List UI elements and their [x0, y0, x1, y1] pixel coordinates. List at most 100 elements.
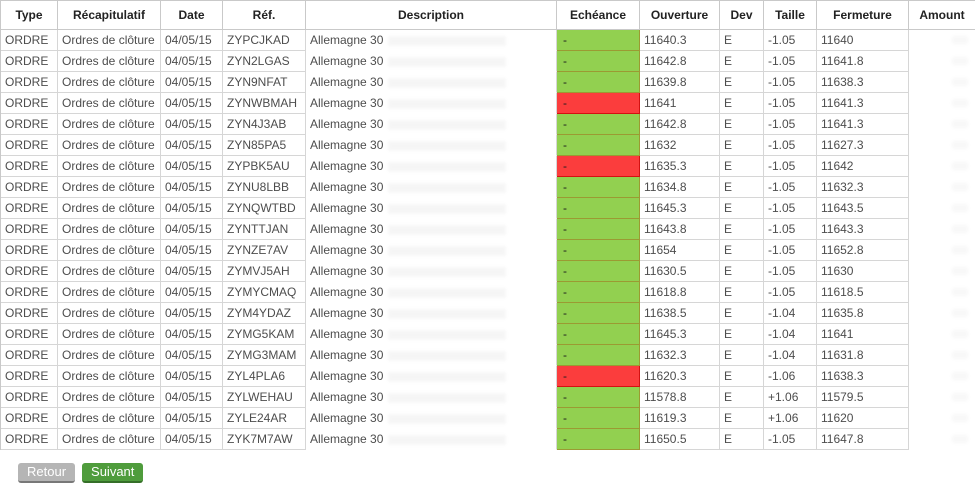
cell-description: Allemagne 30 — [306, 345, 557, 366]
table-row: ORDRE Ordres de clôture 04/05/15 ZYN2LGAS Al… — [1, 51, 975, 72]
cell-amount — [909, 366, 975, 387]
cell-date: 04/05/15 — [161, 93, 223, 114]
cell-description: Allemagne 30 — [306, 366, 557, 387]
redacted-blur — [388, 392, 507, 403]
redacted-blur — [388, 77, 507, 88]
pagination: Retour Suivant — [18, 463, 975, 483]
redacted-blur — [952, 372, 968, 380]
cell-date: 04/05/15 — [161, 387, 223, 408]
cell-ouverture: 11632.3 — [640, 345, 720, 366]
table-row: ORDRE Ordres de clôture 04/05/15 ZYMYCMAQ Al… — [1, 282, 975, 303]
cell-fermeture: 11638.3 — [817, 366, 909, 387]
cell-taille: -1.05 — [764, 240, 817, 261]
table-row: ORDRE Ordres de clôture 04/05/15 ZYMG5KAM Al… — [1, 324, 975, 345]
cell-dev: E — [720, 93, 764, 114]
cell-amount — [909, 198, 975, 219]
cell-recapitulatif: Ordres de clôture — [58, 345, 161, 366]
cell-recapitulatif: Ordres de clôture — [58, 72, 161, 93]
back-button[interactable]: Retour — [18, 463, 76, 483]
cell-type: ORDRE — [1, 198, 58, 219]
cell-ref: ZYNZE7AV — [223, 240, 306, 261]
cell-description: Allemagne 30 — [306, 51, 557, 72]
redacted-blur — [952, 225, 968, 233]
cell-amount — [909, 114, 975, 135]
cell-type: ORDRE — [1, 114, 58, 135]
cell-ouverture: 11619.3 — [640, 408, 720, 429]
redacted-blur — [388, 161, 507, 172]
redacted-blur — [388, 119, 507, 130]
cell-taille: -1.05 — [764, 198, 817, 219]
cell-dev: E — [720, 303, 764, 324]
cell-description: Allemagne 30 — [306, 387, 557, 408]
echeance-status-cell: - — [557, 51, 640, 72]
cell-recapitulatif: Ordres de clôture — [58, 324, 161, 345]
cell-fermeture: 11618.5 — [817, 282, 909, 303]
cell-dev: E — [720, 72, 764, 93]
table-row: ORDRE Ordres de clôture 04/05/15 ZYL4PLA6 Al… — [1, 366, 975, 387]
cell-amount — [909, 429, 975, 450]
cell-dev: E — [720, 51, 764, 72]
cell-date: 04/05/15 — [161, 408, 223, 429]
cell-ouverture: 11650.5 — [640, 429, 720, 450]
table-row: ORDRE Ordres de clôture 04/05/15 ZYN9NFAT Al… — [1, 72, 975, 93]
table-row: ORDRE Ordres de clôture 04/05/15 ZYN85PA5 Al… — [1, 135, 975, 156]
description-text: Allemagne 30 — [310, 117, 384, 131]
cell-amount — [909, 261, 975, 282]
echeance-status-cell: - — [557, 282, 640, 303]
cell-type: ORDRE — [1, 345, 58, 366]
table-row: ORDRE Ordres de clôture 04/05/15 ZYNU8LBB Al… — [1, 177, 975, 198]
cell-ref: ZYPBK5AU — [223, 156, 306, 177]
cell-fermeture: 11631.8 — [817, 345, 909, 366]
cell-description: Allemagne 30 — [306, 177, 557, 198]
cell-ouverture: 11578.8 — [640, 387, 720, 408]
cell-ref: ZYPCJKAD — [223, 30, 306, 51]
cell-fermeture: 11642 — [817, 156, 909, 177]
cell-recapitulatif: Ordres de clôture — [58, 198, 161, 219]
cell-ouverture: 11639.8 — [640, 72, 720, 93]
cell-dev: E — [720, 282, 764, 303]
orders-table: Type Récapitulatif Date Réf. Description Eché… — [0, 0, 975, 450]
cell-dev: E — [720, 408, 764, 429]
description-text: Allemagne 30 — [310, 390, 384, 404]
redacted-blur — [388, 266, 507, 277]
echeance-status-cell: - — [557, 219, 640, 240]
cell-date: 04/05/15 — [161, 282, 223, 303]
table-row: ORDRE Ordres de clôture 04/05/15 ZYPBK5AU Al… — [1, 156, 975, 177]
next-button[interactable]: Suivant — [82, 463, 144, 483]
cell-recapitulatif: Ordres de clôture — [58, 282, 161, 303]
cell-fermeture: 11638.3 — [817, 72, 909, 93]
echeance-status-cell: - — [557, 429, 640, 450]
cell-type: ORDRE — [1, 51, 58, 72]
description-text: Allemagne 30 — [310, 222, 384, 236]
cell-fermeture: 11630 — [817, 261, 909, 282]
cell-type: ORDRE — [1, 429, 58, 450]
redacted-blur — [952, 120, 968, 128]
description-text: Allemagne 30 — [310, 138, 384, 152]
cell-description: Allemagne 30 — [306, 261, 557, 282]
redacted-blur — [952, 393, 968, 401]
cell-taille: -1.05 — [764, 429, 817, 450]
cell-dev: E — [720, 324, 764, 345]
cell-date: 04/05/15 — [161, 198, 223, 219]
redacted-blur — [388, 329, 507, 340]
cell-type: ORDRE — [1, 324, 58, 345]
cell-ouverture: 11645.3 — [640, 324, 720, 345]
cell-dev: E — [720, 240, 764, 261]
cell-type: ORDRE — [1, 219, 58, 240]
description-text: Allemagne 30 — [310, 243, 384, 257]
cell-ouverture: 11638.5 — [640, 303, 720, 324]
cell-description: Allemagne 30 — [306, 30, 557, 51]
cell-ref: ZYMG5KAM — [223, 324, 306, 345]
echeance-status-cell: - — [557, 345, 640, 366]
cell-ref: ZYK7M7AW — [223, 429, 306, 450]
redacted-blur — [388, 35, 507, 46]
cell-ref: ZYM4YDAZ — [223, 303, 306, 324]
col-header-ouverture: Ouverture — [640, 1, 720, 30]
cell-dev: E — [720, 219, 764, 240]
cell-taille: -1.06 — [764, 366, 817, 387]
cell-ouverture: 11620.3 — [640, 366, 720, 387]
cell-fermeture: 11641 — [817, 324, 909, 345]
echeance-status-cell: - — [557, 93, 640, 114]
cell-ref: ZYMYCMAQ — [223, 282, 306, 303]
redacted-blur — [952, 435, 968, 443]
